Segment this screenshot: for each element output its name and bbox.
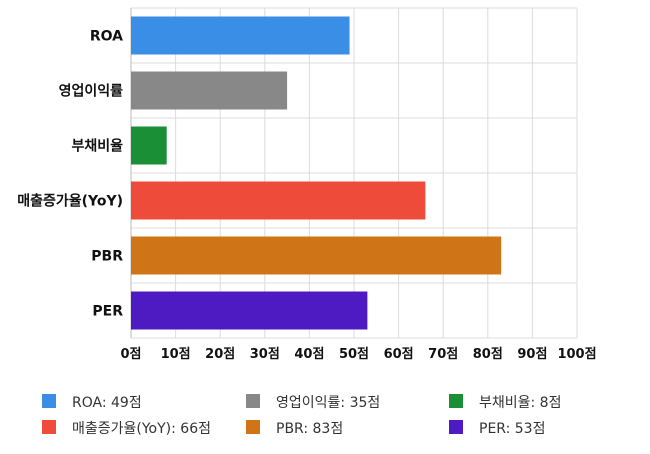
legend-label: ROA: 49점 [72, 395, 142, 411]
bar [131, 236, 502, 275]
x-tick-label: 100점 [557, 347, 596, 362]
x-tick-label: 80점 [473, 347, 503, 362]
grid-layer [130, 7, 578, 339]
category-label: ROA [90, 29, 123, 45]
x-tick-label: 90점 [517, 347, 547, 362]
x-tick-label: 10점 [161, 347, 191, 362]
bar [131, 126, 167, 165]
x-tick-label: 60점 [384, 347, 414, 362]
bar [131, 71, 288, 110]
tick-label-layer: 0점 10점 20점 30점 40점 50점 60점 70점 80점 90점 100점 [120, 347, 596, 362]
legend-label: PBR: 83점 [276, 421, 343, 437]
x-tick-label: 40점 [294, 347, 324, 362]
legend-label: 부채비율: 8점 [479, 395, 561, 411]
bar [131, 16, 350, 55]
bar-layer [131, 16, 502, 330]
legend-swatch [449, 394, 463, 408]
category-label: PER [92, 304, 123, 320]
legend-swatch [42, 394, 56, 408]
x-tick-label: 0점 [120, 347, 141, 362]
category-label: 영업이익률 [59, 83, 124, 100]
x-tick-label: 30점 [250, 347, 280, 362]
legend-swatch [449, 420, 463, 434]
category-label: PBR [91, 249, 123, 265]
legend-label: 매출증가율(YoY): 66점 [72, 421, 211, 437]
category-label: 부채비율 [71, 138, 123, 155]
x-tick-label: 20점 [205, 347, 235, 362]
category-label: 매출증가율(YoY) [17, 193, 123, 210]
legend-swatch [42, 420, 56, 434]
legend-label: 영업이익률: 35점 [276, 395, 380, 411]
legend-swatch [246, 420, 260, 434]
bar [131, 181, 426, 220]
x-tick-label: 50점 [339, 347, 369, 362]
x-tick-label: 70점 [428, 347, 458, 362]
legend-swatch [246, 394, 260, 408]
legend-label: PER: 53점 [479, 421, 545, 437]
bar [131, 291, 368, 330]
